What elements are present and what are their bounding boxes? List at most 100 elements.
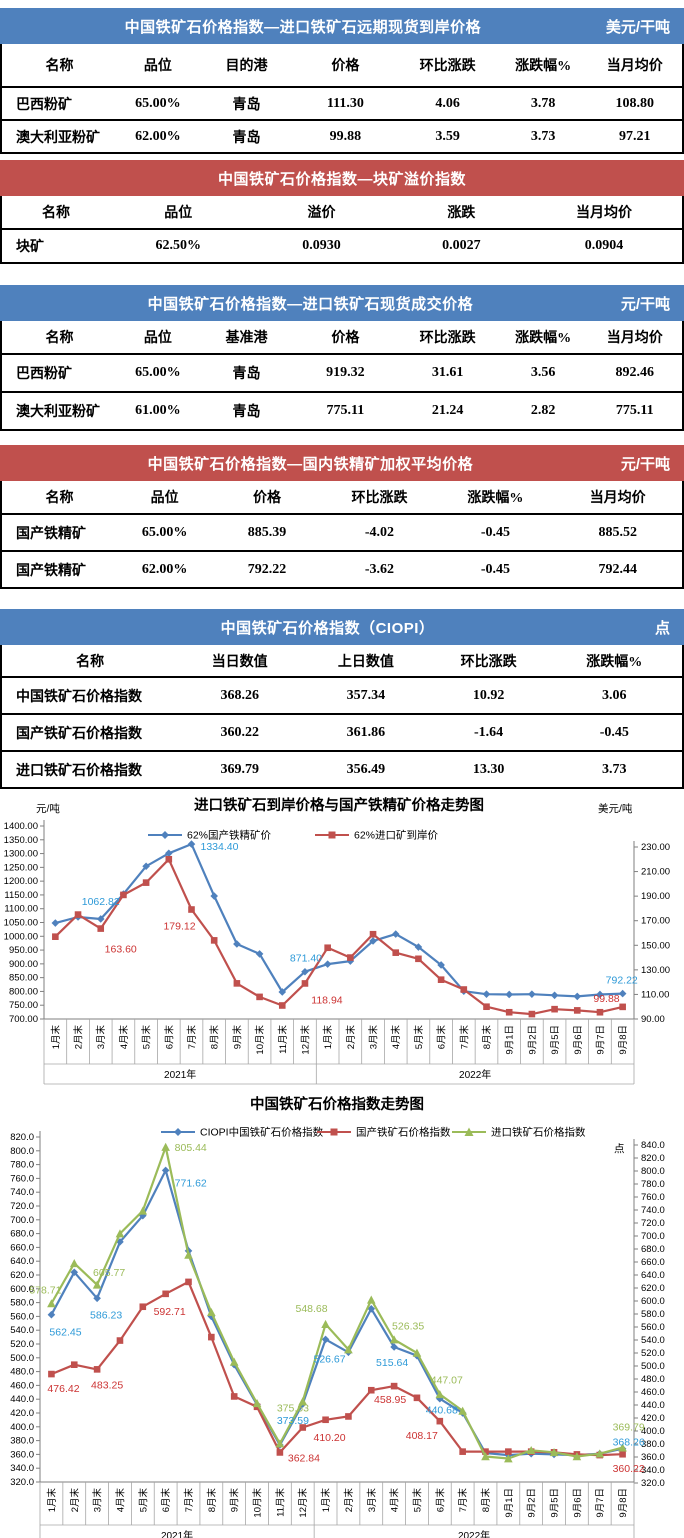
square-marker — [233, 980, 241, 987]
left-axis-tick-label: 700.0 — [10, 1215, 34, 1226]
chart-title: 进口铁矿石到岸价格与国产铁精矿价格走势图 — [194, 796, 484, 814]
triangle-marker — [344, 1345, 353, 1354]
left-axis-tick-label: 540.0 — [10, 1325, 34, 1336]
column-header: 涨跌幅% — [546, 645, 683, 678]
square-marker — [139, 1303, 147, 1311]
table-title-bar: 中国铁矿石价格指数—块矿溢价指数 — [0, 160, 684, 196]
right-axis-tick-label: 380.0 — [641, 1439, 665, 1450]
data-label: 792.22 — [606, 975, 638, 987]
left-axis-tick-label: 500.0 — [10, 1353, 34, 1364]
x-axis-label: 9月2日 — [527, 1025, 538, 1055]
series-line — [54, 858, 623, 1016]
x-axis-label: 3月末 — [92, 1488, 104, 1513]
data-label: 871.40 — [290, 953, 322, 965]
x-axis-label: 4月末 — [118, 1025, 130, 1050]
left-axis-tick-label: 750.00 — [9, 1000, 38, 1011]
square-marker — [210, 937, 218, 944]
square-marker — [93, 1366, 101, 1373]
x-axis-label: 10月末 — [254, 1025, 266, 1055]
left-axis-tick-label: 1100.00 — [4, 904, 38, 915]
table-row: 块矿 62.50% 0.0930 0.0027 0.0904 — [1, 228, 683, 263]
column-header: 名称 — [1, 481, 117, 515]
left-axis-tick-label: 1350.00 — [4, 835, 38, 846]
table-cell: 885.39 — [212, 513, 322, 551]
column-header: 品位 — [116, 481, 213, 515]
right-axis-tick-label: 400.0 — [641, 1426, 665, 1437]
square-marker — [347, 954, 354, 961]
table-cell: 361.86 — [301, 713, 431, 751]
column-header: 溢价 — [246, 196, 397, 230]
data-label: 483.25 — [91, 1379, 123, 1391]
table-cell: 919.32 — [294, 353, 397, 392]
diamond-marker — [321, 1335, 330, 1344]
left-axis-tick-label: 400.0 — [10, 1422, 34, 1433]
right-axis-tick-label: 230.00 — [641, 842, 670, 853]
right-axis-tick-label: 460.0 — [641, 1387, 665, 1398]
table-row: 国产铁矿石价格指数 360.22 361.86 -1.64 -0.45 — [1, 713, 683, 751]
left-axis-tick-label: 1050.00 — [4, 918, 38, 929]
right-axis-tick-label: 190.00 — [641, 891, 670, 902]
right-axis-tick-label: 90.00 — [641, 1014, 665, 1025]
table-cell: 61.00% — [116, 391, 199, 430]
square-marker — [328, 831, 336, 839]
column-header: 涨跌幅% — [498, 44, 588, 88]
right-axis-tick-label: 520.0 — [641, 1348, 665, 1359]
diamond-marker — [367, 1305, 376, 1313]
x-axis-label: 9月2日 — [527, 1488, 538, 1518]
column-header: 当月均价 — [587, 44, 683, 88]
table-section-domestic-concentrate-price: 中国铁矿石价格指数—国内铁精矿加权平均价格 元/干吨 名称 品位 价格 环比涨跌 涨跌幅… — [0, 445, 684, 589]
diamond-marker — [210, 892, 218, 900]
x-axis-label: 9月6日 — [572, 1488, 583, 1518]
table-section-lump-premium-index: 中国铁矿石价格指数—块矿溢价指数 名称 品位 溢价 涨跌 当月均价 块矿 62.50% 0.0… — [0, 160, 684, 264]
x-axis-label: 1月末 — [322, 1025, 334, 1050]
triangle-marker — [47, 1299, 56, 1308]
diamond-marker — [323, 960, 332, 968]
data-label: 605.77 — [93, 1267, 125, 1279]
square-marker — [230, 1393, 238, 1400]
diamond-marker — [369, 937, 377, 945]
triangle-marker — [526, 1445, 536, 1455]
right-axis-tick-label: 640.0 — [641, 1270, 665, 1281]
x-axis-label: 2月末 — [73, 1025, 85, 1050]
left-axis-tick-label: 320.0 — [10, 1477, 34, 1488]
triangle-marker — [298, 1396, 308, 1406]
x-axis-label: 9月7日 — [595, 1488, 606, 1518]
x-axis-label: 7月末 — [457, 1488, 469, 1513]
data-label: 458.95 — [374, 1394, 406, 1406]
triangle-marker — [161, 1142, 170, 1151]
right-axis-unit: 点 — [614, 1143, 625, 1155]
table-cell: -4.02 — [321, 513, 438, 551]
data-label: 99.88 — [593, 993, 619, 1005]
table-cell: 21.24 — [396, 391, 499, 430]
diamond-marker — [618, 989, 627, 998]
square-marker — [345, 1413, 352, 1420]
square-marker — [278, 1002, 286, 1009]
square-marker — [573, 1007, 581, 1014]
square-marker — [619, 1003, 626, 1011]
table-row: 进口铁矿石价格指数 369.79 356.49 13.30 3.73 — [1, 750, 683, 788]
square-marker — [276, 1449, 284, 1456]
left-axis-tick-label: 800.0 — [10, 1146, 34, 1157]
data-table: 名称 品位 基准港 价格 环比涨跌 涨跌幅% 当月均价 巴西粉矿 65.00% 青岛 919.32 3… — [0, 321, 684, 431]
column-header: 名称 — [1, 645, 179, 678]
series-line — [50, 1145, 623, 1460]
x-axis-label: 6月末 — [163, 1025, 175, 1050]
left-axis-tick-label: 780.0 — [10, 1160, 34, 1171]
data-label: 805.44 — [175, 1142, 207, 1154]
square-marker — [116, 1337, 124, 1344]
square-marker — [330, 1128, 338, 1136]
square-marker — [369, 930, 377, 938]
triangle-marker — [572, 1452, 582, 1461]
table-title-bar: 中国铁矿石价格指数—进口铁矿石远期现货到岸价格 美元/干吨 — [0, 8, 684, 44]
square-marker — [301, 980, 309, 987]
x-axis-label: 6月末 — [436, 1025, 448, 1050]
data-label: 548.68 — [296, 1303, 328, 1315]
table-cell: 2.82 — [498, 391, 588, 430]
table-cell: 国产铁矿石价格指数 — [1, 713, 179, 751]
table-cell: 108.80 — [587, 86, 683, 120]
left-axis-tick-label: 440.0 — [10, 1394, 34, 1405]
x-axis-label: 4月末 — [389, 1488, 401, 1513]
square-marker — [483, 1003, 490, 1011]
square-marker — [52, 933, 59, 940]
left-axis-tick-label: 720.0 — [10, 1201, 34, 1212]
